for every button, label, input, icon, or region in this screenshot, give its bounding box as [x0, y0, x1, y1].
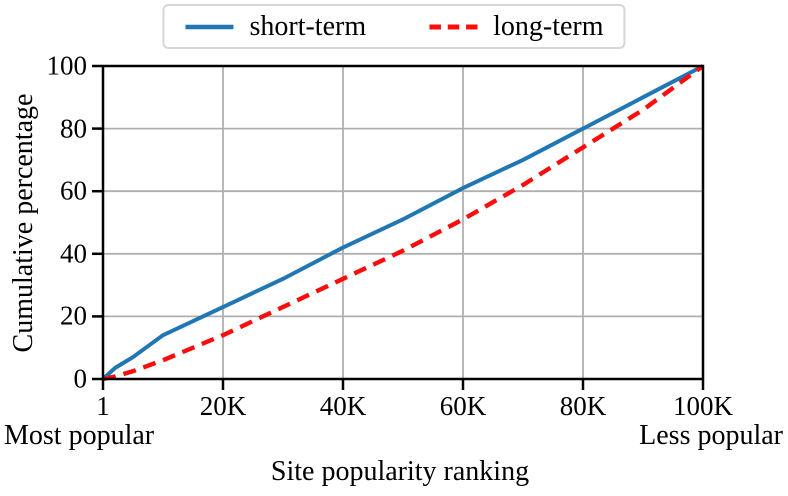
- x-axis-note-most-popular: Most popular: [4, 420, 155, 451]
- y-tick-label: 100: [46, 50, 88, 81]
- legend-item-long-term: long-term: [428, 10, 604, 43]
- short-term-line-swatch-icon: [185, 24, 234, 29]
- x-tick-label: 20K: [199, 391, 247, 421]
- x-axis-title: Site popularity ranking: [270, 456, 530, 487]
- x-tick-label: 60K: [439, 391, 487, 421]
- legend-label-long-term: long-term: [493, 10, 604, 42]
- x-tick-label: 100K: [673, 391, 733, 421]
- plot-canvas: [92, 64, 705, 390]
- y-tick-label: 60: [60, 175, 87, 206]
- y-tick-label: 20: [60, 300, 87, 331]
- long-term-line-swatch-icon: [429, 24, 478, 29]
- legend-label-short-term: short-term: [249, 10, 367, 42]
- x-tick-label: 40K: [319, 391, 367, 421]
- legend-item-short-term: short-term: [184, 11, 366, 43]
- x-tick-label: 1: [96, 391, 110, 421]
- x-tick-label: 80K: [559, 391, 607, 421]
- x-axis-note-less-popular: Less popular: [639, 420, 783, 451]
- y-tick-label: 40: [60, 238, 87, 269]
- y-tick-label: 0: [73, 363, 88, 394]
- y-tick-label: 80: [60, 113, 87, 144]
- legend: short-term long-term: [162, 4, 626, 49]
